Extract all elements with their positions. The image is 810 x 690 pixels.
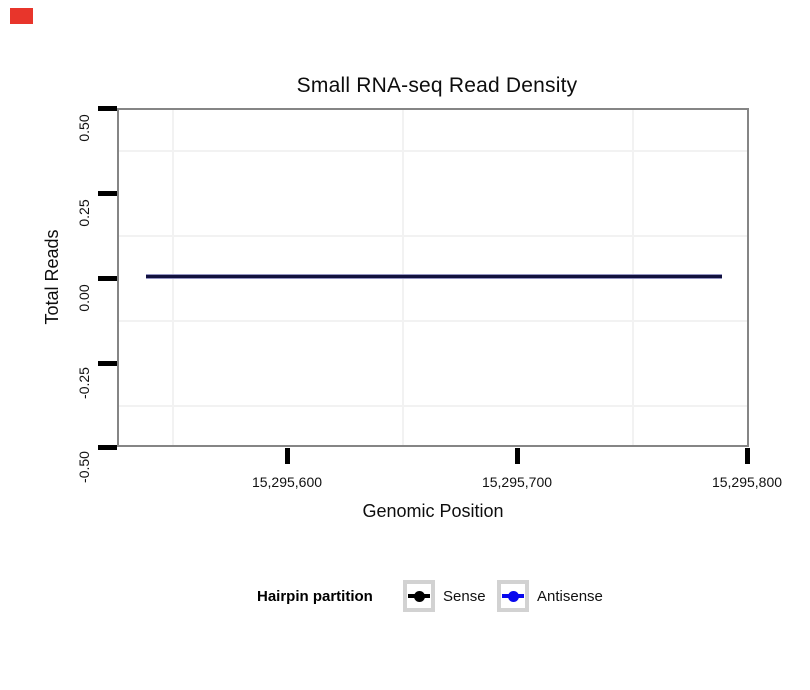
minor-gridline-horizontal bbox=[119, 320, 747, 322]
y-tick-label: 0.50 bbox=[76, 114, 92, 142]
x-axis-title: Genomic Position bbox=[362, 501, 504, 521]
read-density-line bbox=[146, 274, 722, 279]
x-tick-mark bbox=[745, 448, 750, 464]
legend-key-antisense bbox=[497, 580, 529, 612]
y-tick-label: -0.25 bbox=[76, 367, 92, 399]
antisense-dot-icon bbox=[507, 590, 519, 602]
plot-panel bbox=[117, 108, 749, 447]
y-tick-mark bbox=[98, 276, 117, 281]
legend-title: Hairpin partition bbox=[257, 588, 373, 605]
minor-gridline-horizontal bbox=[119, 150, 747, 152]
chart-title: Small RNA-seq Read Density bbox=[296, 74, 578, 97]
x-tick-mark bbox=[515, 448, 520, 464]
legend-label-antisense: Antisense bbox=[537, 588, 603, 605]
y-tick-mark bbox=[98, 445, 117, 450]
legend-label-sense: Sense bbox=[443, 588, 486, 605]
legend-key-sense bbox=[403, 580, 435, 612]
x-tick-mark bbox=[285, 448, 290, 464]
y-tick-mark bbox=[98, 361, 117, 366]
red-marker bbox=[10, 8, 33, 24]
x-tick-label: 15,295,800 bbox=[711, 474, 783, 490]
y-axis-title: Total Reads bbox=[42, 229, 62, 325]
y-tick-label: 0.25 bbox=[76, 199, 92, 227]
sense-dot-icon bbox=[413, 590, 425, 602]
y-tick-mark bbox=[98, 106, 117, 111]
minor-gridline-horizontal bbox=[119, 235, 747, 237]
y-tick-mark bbox=[98, 191, 117, 196]
x-tick-label: 15,295,600 bbox=[251, 474, 323, 490]
y-tick-label: 0.00 bbox=[76, 284, 92, 312]
minor-gridline-horizontal bbox=[119, 405, 747, 407]
y-tick-label: -0.50 bbox=[76, 451, 92, 483]
x-tick-label: 15,295,700 bbox=[481, 474, 553, 490]
